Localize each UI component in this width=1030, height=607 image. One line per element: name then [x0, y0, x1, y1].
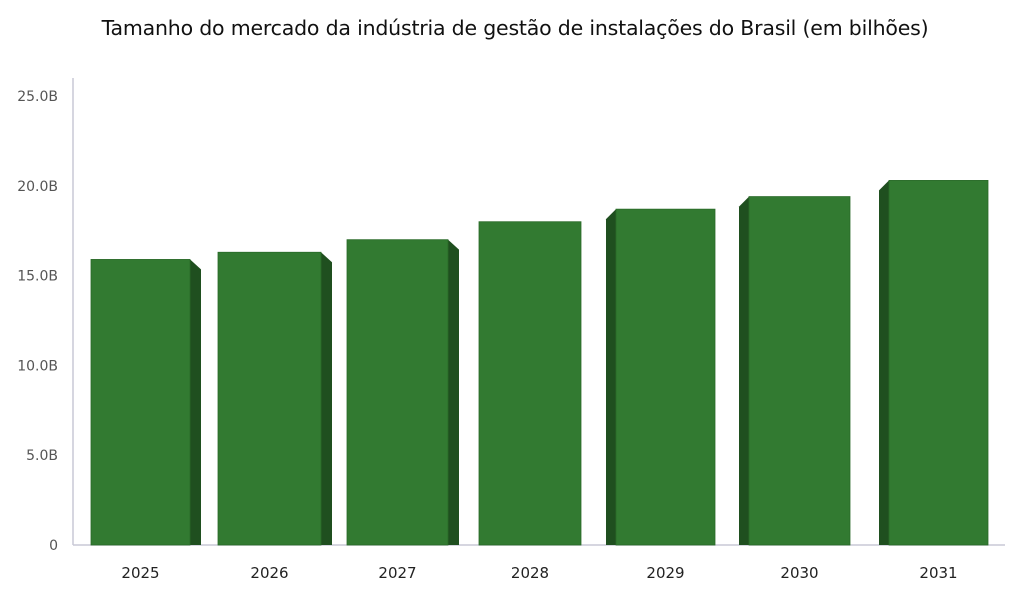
bar-side	[879, 180, 889, 546]
bar-2029	[615, 208, 716, 546]
bar-side	[190, 259, 201, 545]
y-tick-label: 15.0B	[17, 269, 58, 285]
x-tick-label: 2026	[250, 564, 288, 582]
chart-title: Tamanho do mercado da indústria de gestã…	[101, 16, 929, 40]
bar-2025	[90, 259, 191, 546]
bar-side	[739, 196, 749, 546]
x-tick-label: 2029	[646, 564, 684, 582]
y-tick-label: 10.0B	[17, 358, 58, 374]
y-tick-label: 25.0B	[17, 89, 58, 105]
x-tick-label: 2028	[511, 564, 549, 582]
bar-side	[606, 209, 616, 545]
y-tick-label: 0	[49, 538, 58, 554]
y-tick-label: 5.0B	[26, 448, 58, 464]
y-tick-label: 20.0B	[17, 179, 58, 195]
bar-2031	[888, 180, 989, 546]
x-tick-label: 2030	[780, 564, 818, 582]
bar-2028	[478, 221, 582, 546]
x-tick-label: 2025	[121, 564, 159, 582]
bar-2026	[217, 251, 322, 546]
x-tick-label: 2027	[378, 564, 416, 582]
bar-side	[321, 252, 332, 545]
bar-2030	[748, 196, 851, 546]
bar-2027	[346, 239, 449, 546]
x-tick-label: 2031	[919, 564, 957, 582]
bar-side	[448, 239, 459, 545]
